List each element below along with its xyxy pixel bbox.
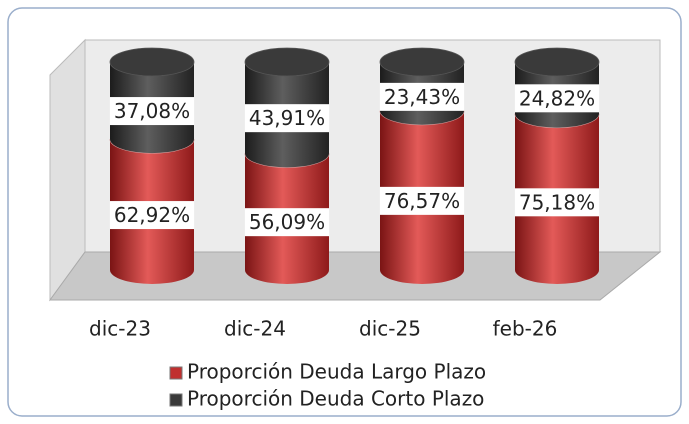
data-label: 37,08%	[114, 99, 190, 123]
x-tick-label: dic-23	[89, 317, 151, 341]
data-label: 23,43%	[384, 85, 460, 109]
legend-swatch	[169, 366, 183, 380]
data-label-box	[379, 82, 465, 111]
cylinder-top	[379, 47, 465, 77]
data-label-box	[379, 186, 465, 215]
data-label: 24,82%	[519, 86, 595, 110]
data-label: 43,91%	[249, 106, 325, 130]
data-label-box	[514, 84, 600, 113]
x-tick-label: dic-25	[359, 317, 421, 341]
cylinder-top	[514, 47, 600, 77]
legend-swatch	[169, 393, 183, 407]
data-label: 75,18%	[519, 190, 595, 214]
legend-label: Proporción Deuda Corto Plazo	[187, 387, 484, 411]
data-label-box	[514, 188, 600, 217]
data-label: 62,92%	[114, 203, 190, 227]
x-tick-label: dic-24	[224, 317, 286, 341]
x-tick-label: feb-26	[493, 317, 558, 341]
data-label-box	[244, 208, 330, 237]
cylinder-top	[109, 47, 195, 77]
data-label: 56,09%	[249, 210, 325, 234]
data-label-box	[109, 97, 195, 126]
data-label: 76,57%	[384, 189, 460, 213]
data-label-box	[244, 104, 330, 133]
cylinder-top	[244, 47, 330, 77]
legend-label: Proporción Deuda Largo Plazo	[187, 360, 486, 384]
floor	[49, 251, 662, 301]
data-label-box	[109, 201, 195, 230]
